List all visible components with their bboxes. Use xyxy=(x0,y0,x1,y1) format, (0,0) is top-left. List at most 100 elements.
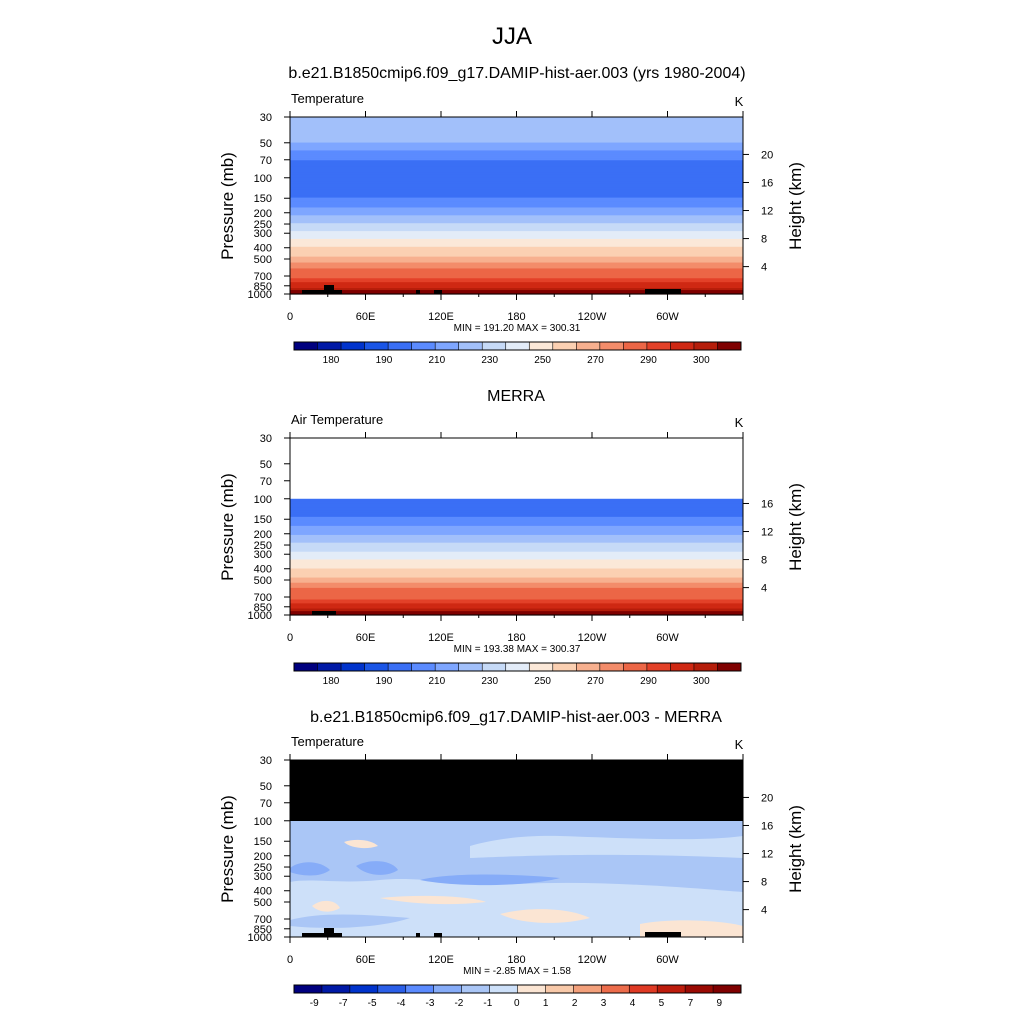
colorbar-swatch xyxy=(629,985,658,993)
temperature-band xyxy=(290,498,743,501)
x-tick-label: 0 xyxy=(287,954,293,966)
temperature-band xyxy=(290,506,743,509)
temperature-band xyxy=(290,191,743,195)
temperature-band xyxy=(290,556,743,559)
colorbar-label: 2 xyxy=(572,998,578,1009)
colorbar-swatch xyxy=(458,342,483,350)
temperature-band xyxy=(290,553,743,555)
y-tick-label: 150 xyxy=(254,193,272,205)
panel-model: b.e21.B1850cmip6.f09_g17.DAMIP-hist-aer.… xyxy=(218,65,805,366)
temperature-band xyxy=(290,549,743,552)
temperature-band xyxy=(290,529,743,532)
temperature-band xyxy=(290,176,743,179)
y-tick-label: 1000 xyxy=(248,932,272,944)
right-tick-label: 8 xyxy=(761,877,767,889)
panel-2-units: K xyxy=(735,415,744,430)
temperature-band xyxy=(290,148,743,152)
terrain-block xyxy=(324,285,334,291)
temperature-band xyxy=(290,160,743,163)
temperature-band xyxy=(290,292,743,295)
temperature-band xyxy=(290,211,743,214)
temperature-band xyxy=(290,195,743,199)
panel-3-title: b.e21.B1850cmip6.f09_g17.DAMIP-hist-aer.… xyxy=(310,709,722,726)
y-tick-label: 300 xyxy=(254,871,272,883)
colorbar-swatch xyxy=(717,342,742,350)
temperature-band xyxy=(290,577,743,580)
panel-3-ylabel: Pressure (mb) xyxy=(218,795,237,903)
temperature-band xyxy=(290,512,743,515)
diff-region-warm xyxy=(500,909,590,923)
right-tick-label: 16 xyxy=(761,820,773,832)
temperature-band xyxy=(290,518,743,521)
y-tick-label: 100 xyxy=(254,494,272,506)
x-tick-label: 180 xyxy=(507,954,525,966)
panel-1-plot-area xyxy=(290,117,743,295)
colorbar-label: 230 xyxy=(481,355,498,366)
colorbar-swatch xyxy=(573,985,602,993)
right-tick-label: 12 xyxy=(761,206,773,218)
temperature-band xyxy=(290,555,743,558)
temperature-band xyxy=(290,164,743,167)
temperature-band xyxy=(290,595,743,598)
temperature-band xyxy=(290,203,743,207)
colorbar-swatch xyxy=(458,663,483,671)
temperature-band xyxy=(290,229,743,232)
temperature-band xyxy=(290,563,743,566)
temperature-band xyxy=(290,258,743,262)
panel-3-variable-label: Temperature xyxy=(291,734,364,749)
colorbar-swatch xyxy=(657,985,686,993)
temperature-band xyxy=(290,528,743,531)
temperature-band xyxy=(290,523,743,526)
temperature-band xyxy=(290,248,743,252)
panel-1-stats: MIN = 191.20 MAX = 300.31 xyxy=(454,323,581,334)
colorbar-label: 290 xyxy=(640,676,657,687)
temperature-band xyxy=(290,138,743,142)
temperature-band xyxy=(290,172,743,175)
temperature-band xyxy=(290,567,743,570)
temperature-band xyxy=(290,565,743,568)
temperature-band xyxy=(290,223,743,226)
temperature-band xyxy=(290,242,743,246)
temperature-band xyxy=(290,225,743,228)
temperature-band xyxy=(290,240,743,244)
colorbar-swatch xyxy=(364,663,389,671)
x-tick-label: 0 xyxy=(287,632,293,644)
temperature-band xyxy=(290,268,743,271)
diff-region-cooler xyxy=(290,862,330,876)
temperature-band xyxy=(290,179,743,183)
colorbar-label: 4 xyxy=(630,998,636,1009)
colorbar-swatch xyxy=(364,342,389,350)
temperature-band xyxy=(290,507,743,510)
temperature-band xyxy=(290,146,743,150)
temperature-band xyxy=(290,550,743,553)
terrain-block xyxy=(645,932,681,937)
temperature-band xyxy=(290,290,743,293)
y-tick-label: 30 xyxy=(260,755,272,767)
y-tick-label: 50 xyxy=(260,781,272,793)
colorbar-swatch xyxy=(294,663,318,671)
temperature-band xyxy=(290,593,743,595)
diff-region-warm xyxy=(344,839,378,849)
temperature-band xyxy=(290,197,743,201)
temperature-band xyxy=(290,559,743,562)
colorbar-label: -2 xyxy=(454,998,463,1009)
temperature-band xyxy=(290,536,743,539)
temperature-band xyxy=(290,122,743,126)
y-tick-label: 500 xyxy=(254,254,272,266)
temperature-band xyxy=(290,126,743,130)
x-tick-label: 60W xyxy=(656,954,679,966)
temperature-band xyxy=(290,168,743,171)
temperature-band xyxy=(290,578,743,581)
right-tick-label: 20 xyxy=(761,149,773,161)
right-tick-label: 4 xyxy=(761,583,767,595)
temperature-band xyxy=(290,136,743,140)
temperature-band xyxy=(290,193,743,197)
colorbar-label: 300 xyxy=(693,355,710,366)
right-tick-label: 16 xyxy=(761,498,773,510)
panel-1-ylabel-right: Height (km) xyxy=(786,162,805,250)
panel-2-plot-area xyxy=(290,498,743,616)
y-tick-label: 700 xyxy=(254,592,272,604)
panel-merra: MERRA Air Temperature K 0 60E 120E 180 120W 6… xyxy=(218,388,805,687)
temperature-band xyxy=(290,205,743,209)
temperature-band xyxy=(290,519,743,522)
